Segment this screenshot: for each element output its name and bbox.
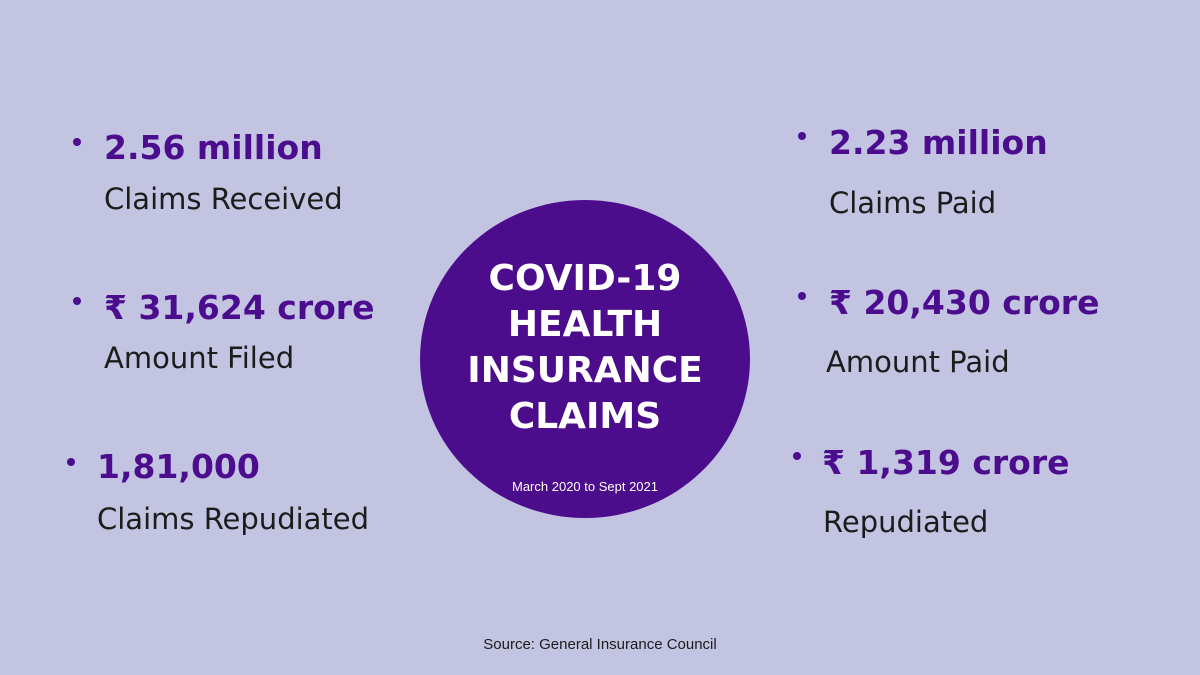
stat-label: Amount Paid: [826, 345, 1010, 379]
title-line: INSURANCE: [467, 350, 703, 391]
stat-label: Claims Repudiated: [97, 502, 370, 536]
title-line: COVID-19: [488, 258, 682, 299]
bullet-icon: [73, 138, 81, 146]
stat-value: ₹ 1,319 crore: [822, 443, 1070, 482]
bullet-icon: [798, 292, 806, 300]
bullet-icon: [67, 458, 75, 466]
stat-label: Repudiated: [823, 505, 989, 539]
date-range: March 2020 to Sept 2021: [512, 479, 658, 494]
stat-value: 2.23 million: [829, 123, 1048, 162]
source-note: Source: General Insurance Council: [483, 636, 717, 653]
title-circle: COVID-19 HEALTH INSURANCE CLAIMS March 2…: [420, 200, 750, 518]
stat-label: Claims Received: [104, 182, 343, 216]
stat-label: Claims Paid: [829, 186, 997, 220]
title-line: CLAIMS: [508, 396, 662, 437]
bullet-icon: [793, 452, 801, 460]
page-title: COVID-19 HEALTH INSURANCE CLAIMS: [420, 256, 750, 440]
stat-value: 1,81,000: [97, 447, 260, 486]
stat-value: 2.56 million: [104, 128, 323, 167]
bullet-icon: [73, 297, 81, 305]
stat-value: ₹ 31,624 crore: [104, 288, 375, 327]
stat-label: Amount Filed: [104, 341, 295, 375]
title-line: HEALTH: [507, 304, 663, 345]
bullet-icon: [798, 132, 806, 140]
stat-value: ₹ 20,430 crore: [829, 283, 1100, 322]
